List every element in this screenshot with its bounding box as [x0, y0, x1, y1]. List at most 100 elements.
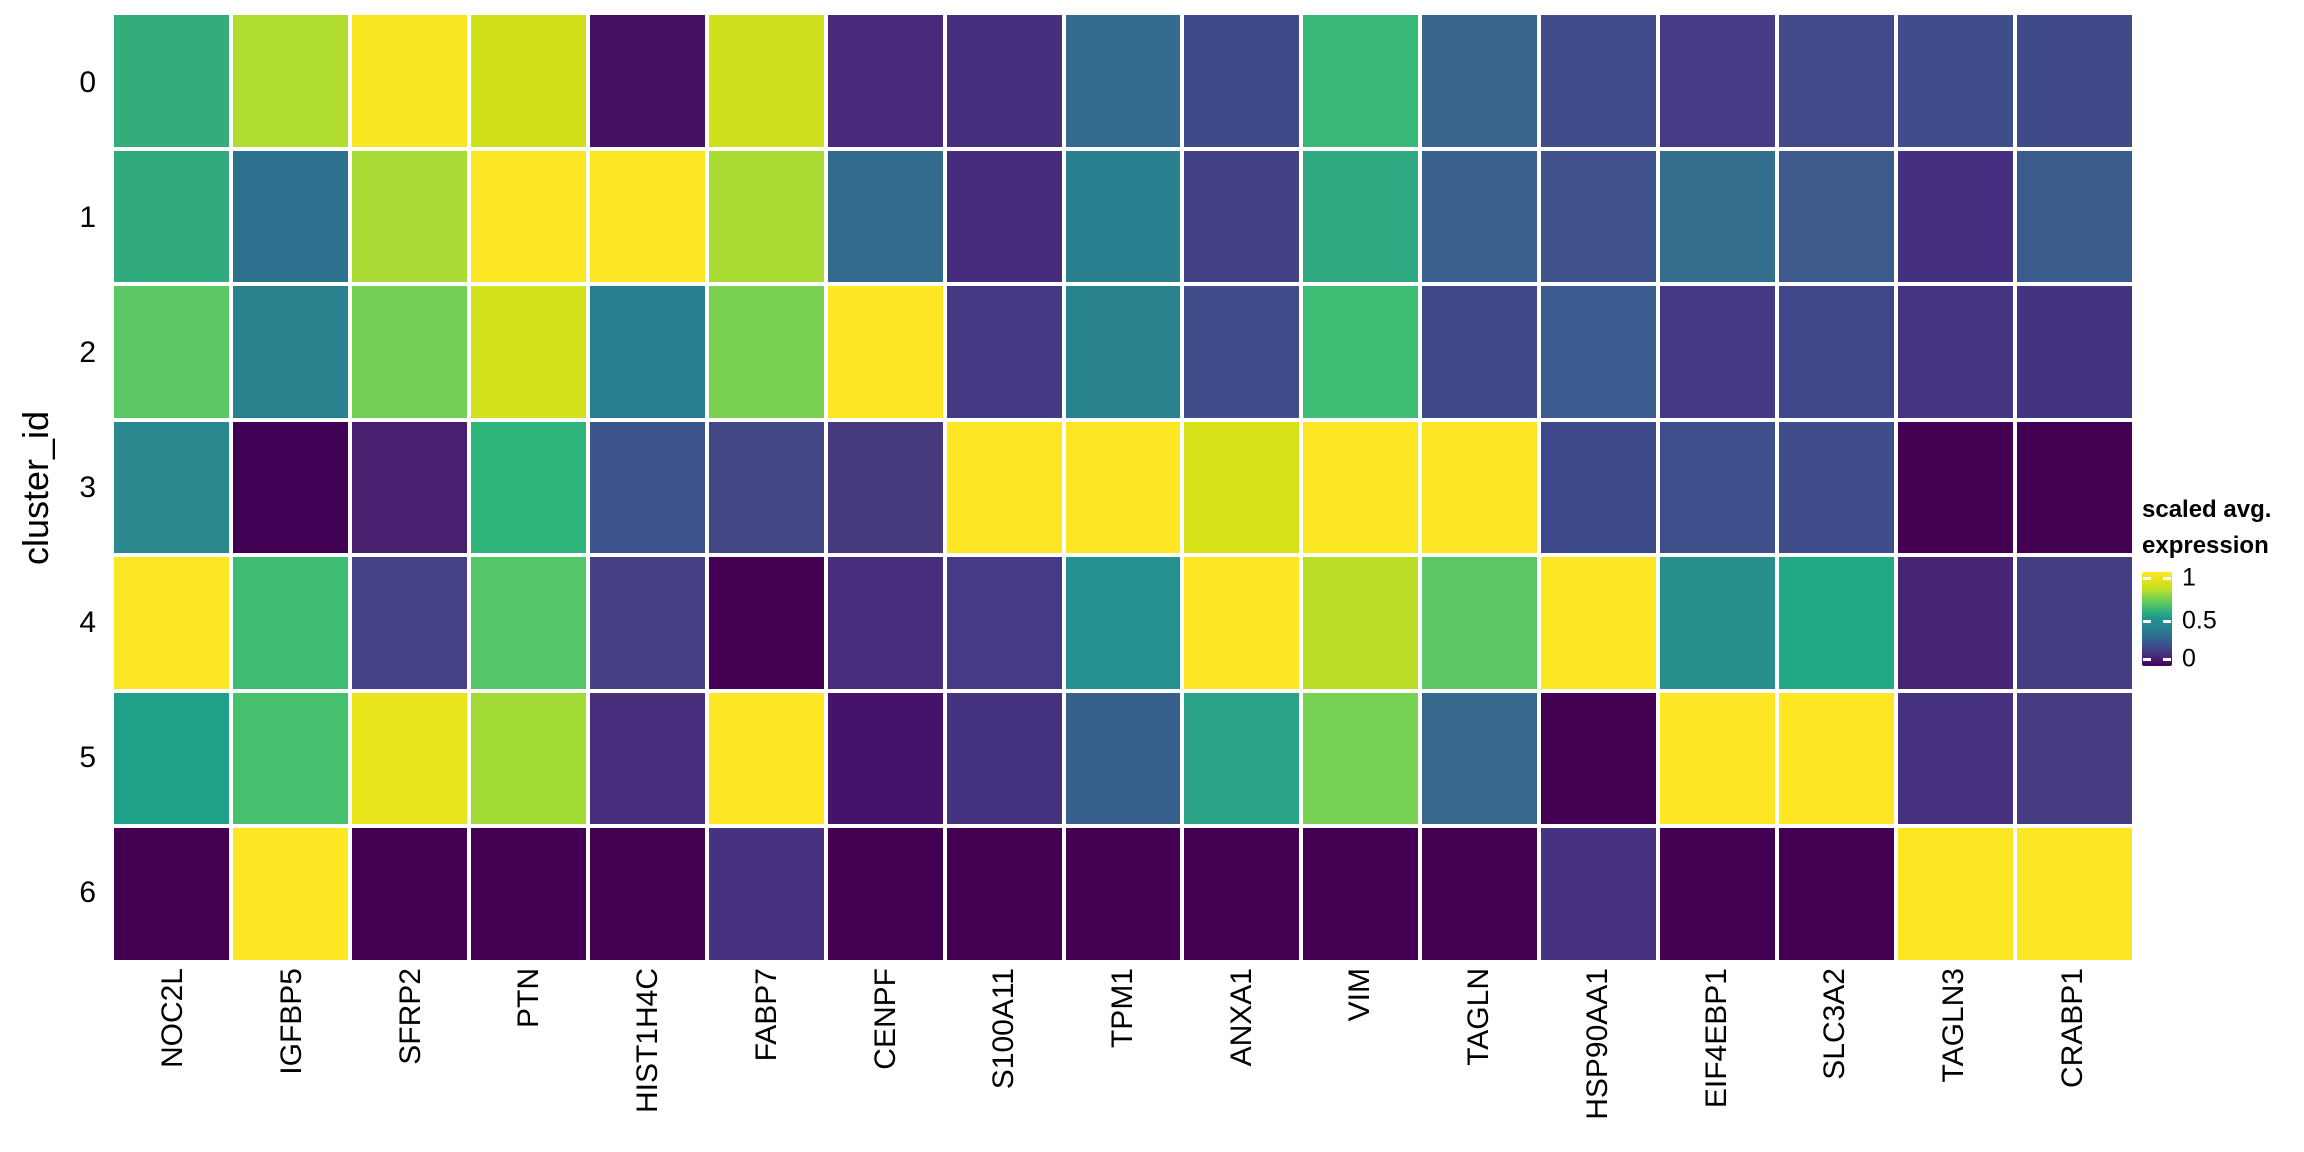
heatmap-cell: [1898, 286, 2014, 418]
legend-tick-label: 0.5: [2182, 606, 2217, 635]
heatmap-cell: [2017, 421, 2132, 554]
x-tick-label: TAGLN: [1462, 968, 1496, 1066]
legend-tick-dash: [2143, 620, 2151, 623]
heatmap-cell: [1065, 557, 1181, 689]
heatmap-cell: [946, 692, 1062, 825]
heatmap-cell: [1065, 828, 1181, 960]
heatmap-cell: [1898, 15, 2014, 147]
heatmap-cell: [351, 692, 467, 825]
heatmap-cell: [1779, 15, 1895, 147]
legend-tick-dash: [2163, 577, 2171, 580]
heatmap-cell: [1660, 286, 1776, 418]
heatmap-cell: [946, 286, 1062, 418]
heatmap-cell: [589, 421, 705, 554]
heatmap-cell: [1303, 692, 1419, 825]
legend-tick-dash: [2163, 620, 2171, 623]
heatmap-cell: [1660, 15, 1776, 147]
heatmap-cell: [351, 421, 467, 554]
heatmap-cell: [708, 286, 824, 418]
heatmap-cell: [1303, 15, 1419, 147]
heatmap-cell: [1065, 15, 1181, 147]
heatmap-cell: [1898, 692, 2014, 825]
x-tick-label: FABP7: [749, 968, 783, 1062]
heatmap-cell: [1660, 557, 1776, 689]
x-tick-label: SLC3A2: [1818, 968, 1852, 1080]
heatmap-cell: [1303, 828, 1419, 960]
heatmap-cell: [1065, 692, 1181, 825]
heatmap-cell: [1541, 15, 1657, 147]
heatmap-cell: [827, 421, 943, 554]
heatmap-cell: [589, 15, 705, 147]
heatmap-cell: [232, 150, 348, 283]
heatmap-cell: [946, 557, 1062, 689]
x-tick-label: HSP90AA1: [1580, 968, 1614, 1120]
heatmap-cell: [1303, 557, 1419, 689]
heatmap-cell: [946, 15, 1062, 147]
heatmap-cell: [708, 557, 824, 689]
heatmap-cell: [1541, 557, 1657, 689]
heatmap-cell: [470, 692, 586, 825]
heatmap-cell: [1779, 421, 1895, 554]
heatmap-cell: [708, 692, 824, 825]
heatmap-cell: [1422, 421, 1538, 554]
heatmap-cell: [1184, 828, 1300, 960]
heatmap-cell: [589, 150, 705, 283]
heatmap-cell: [827, 15, 943, 147]
heatmap-cell: [827, 692, 943, 825]
heatmap-cell: [1422, 557, 1538, 689]
heatmap-cell: [946, 150, 1062, 283]
heatmap-cell: [114, 15, 229, 147]
heatmap-cell: [1184, 15, 1300, 147]
x-axis-tick-labels: NOC2L IGFBP5 SFRP2 PTN HIST1H4C FABP7 CENPF S10…: [114, 968, 2132, 1152]
heatmap-cell: [1660, 828, 1776, 960]
heatmap-cell: [827, 150, 943, 283]
y-tick-label: 0: [79, 65, 96, 99]
heatmap-cell: [232, 15, 348, 147]
y-tick-label: 2: [79, 335, 96, 369]
legend-title-line2: expression: [2142, 532, 2269, 559]
y-axis-tick-labels: 0 1 2 3 4 5 6: [0, 15, 102, 960]
y-tick-label: 3: [79, 470, 96, 504]
heatmap-cell: [1422, 15, 1538, 147]
x-tick-label: TAGLN3: [1936, 968, 1970, 1083]
heatmap-cell: [2017, 15, 2132, 147]
heatmap-cell: [1779, 692, 1895, 825]
heatmap-cell: [2017, 692, 2132, 825]
heatmap-cell: [351, 15, 467, 147]
heatmap-cell: [2017, 557, 2132, 689]
heatmap-cell: [1898, 828, 2014, 960]
heatmap-cell: [1779, 557, 1895, 689]
heatmap-cell: [708, 421, 824, 554]
x-tick-label: IGFBP5: [275, 968, 309, 1075]
x-tick-label: SFRP2: [393, 968, 427, 1065]
heatmap-cell: [827, 557, 943, 689]
heatmap-cell: [114, 828, 229, 960]
heatmap-cell: [1184, 421, 1300, 554]
heatmap-cell: [114, 150, 229, 283]
legend-tick-label: 1: [2182, 563, 2196, 592]
heatmap-cell: [1303, 286, 1419, 418]
heatmap-cell: [232, 557, 348, 689]
x-tick-label: NOC2L: [156, 968, 190, 1069]
heatmap-cell: [1184, 557, 1300, 689]
heatmap-cell: [114, 557, 229, 689]
heatmap-cell: [1184, 150, 1300, 283]
heatmap-cell: [1898, 150, 2014, 283]
legend-tick-dash: [2143, 577, 2151, 580]
heatmap-cell: [946, 828, 1062, 960]
y-tick-label: 1: [79, 200, 96, 234]
heatmap-cell: [470, 557, 586, 689]
heatmap-cell: [1541, 421, 1657, 554]
heatmap-cell: [470, 828, 586, 960]
heatmap-cell: [470, 421, 586, 554]
heatmap-cell: [2017, 150, 2132, 283]
heatmap-cell: [351, 150, 467, 283]
heatmap-cell: [351, 828, 467, 960]
heatmap-cell: [589, 286, 705, 418]
x-tick-label: CRABP1: [2055, 968, 2089, 1089]
heatmap-cell: [232, 692, 348, 825]
heatmap-cell: [1898, 421, 2014, 554]
legend-tick-dash: [2163, 658, 2171, 661]
y-tick-label: 5: [79, 740, 96, 774]
y-tick-label: 4: [79, 605, 96, 639]
